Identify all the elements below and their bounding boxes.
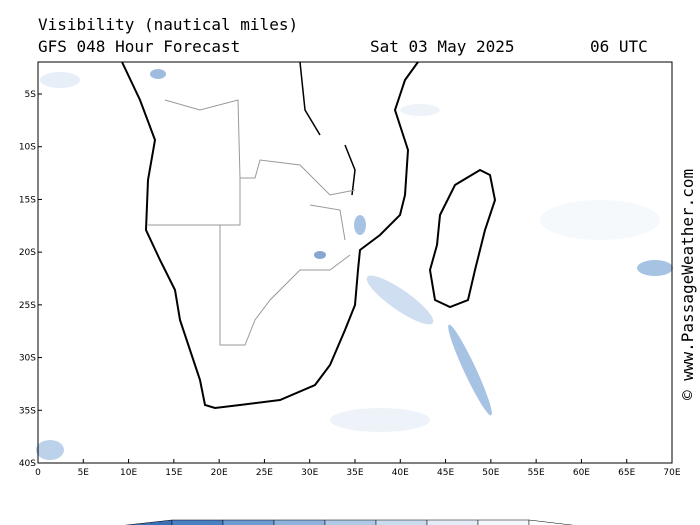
lon-label: 20E: [211, 468, 228, 478]
lon-label: 55E: [528, 468, 545, 478]
colorbar-cell: [426, 519, 479, 525]
title: Visibility (nautical miles): [38, 15, 298, 34]
lat-label: 30S: [19, 354, 36, 364]
colorbar-cell: [324, 519, 377, 525]
colorbar-cell: [171, 519, 224, 525]
lat-label: 15S: [19, 195, 36, 205]
time: 06 UTC: [590, 37, 648, 56]
lon-label: 10E: [120, 468, 137, 478]
lon-label: 5E: [78, 468, 90, 478]
lat-label: 40S: [19, 459, 36, 469]
lat-label: 20S: [19, 248, 36, 258]
lon-label: 45E: [437, 468, 454, 478]
colorbar-cell: [477, 519, 530, 525]
lon-label: 50E: [482, 468, 499, 478]
lon-label: 65E: [618, 468, 635, 478]
colorbar-cell: [273, 519, 326, 525]
coastlines: [121, 61, 497, 410]
lat-label: 10S: [19, 143, 36, 153]
map-frame: [37, 61, 673, 464]
lon-label: 0: [35, 468, 41, 478]
fog-patches: [36, 69, 673, 460]
colorbar-cell: [528, 519, 574, 525]
lon-label: 70E: [663, 468, 680, 478]
colorbar: 0.512346810: [124, 519, 574, 525]
lon-label: 30E: [301, 468, 318, 478]
colorbar-cell: [375, 519, 428, 525]
borders: [148, 99, 356, 346]
lat-label: 25S: [19, 301, 36, 311]
lat-label: 5S: [25, 90, 37, 100]
lat-label: 35S: [19, 406, 36, 416]
lon-label: 25E: [256, 468, 273, 478]
lon-label: 60E: [573, 468, 590, 478]
model: GFS 048 Hour Forecast: [38, 37, 240, 56]
lon-label: 15E: [165, 468, 182, 478]
lon-label: 40E: [392, 468, 409, 478]
colorbar-cell: [124, 519, 173, 525]
date: Sat 03 May 2025: [370, 37, 515, 56]
lon-label: 35E: [346, 468, 363, 478]
watermark: © www.PassageWeather.com: [678, 169, 697, 400]
colorbar-cell: [222, 519, 275, 525]
